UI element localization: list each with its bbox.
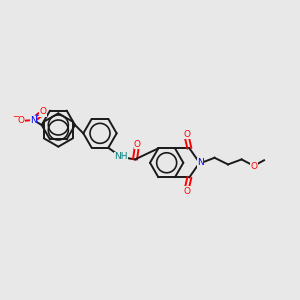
Text: O: O xyxy=(183,130,190,139)
Text: O: O xyxy=(17,116,24,124)
Text: NH: NH xyxy=(114,152,128,161)
Text: O: O xyxy=(250,162,257,171)
Text: O: O xyxy=(183,187,190,196)
Text: N: N xyxy=(197,158,204,167)
Text: N: N xyxy=(30,116,37,124)
Text: −: − xyxy=(12,112,19,121)
Text: O: O xyxy=(40,107,47,116)
Text: O: O xyxy=(134,140,141,149)
Text: +: + xyxy=(34,113,40,119)
